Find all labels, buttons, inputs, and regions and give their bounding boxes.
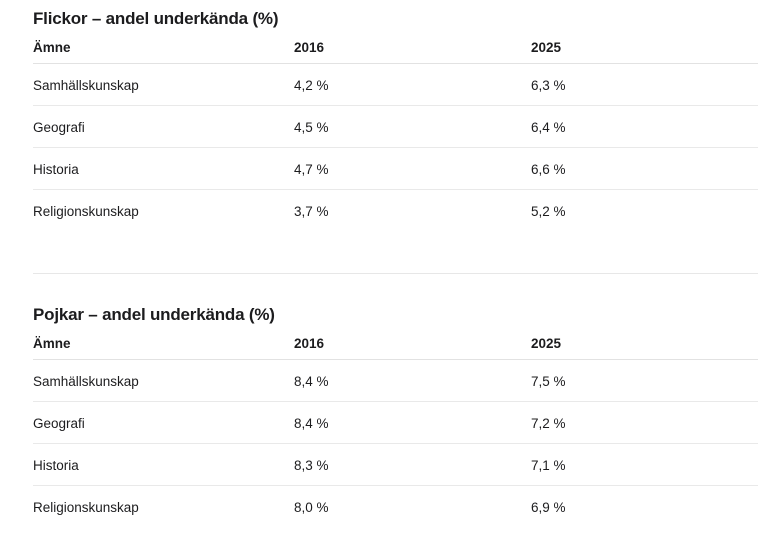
pojkar-column-header-2016: 2016 [294,335,531,360]
value-2025-cell: 6,3 % [531,63,758,106]
value-2016-cell: 3,7 % [294,204,329,219]
value-2016-cell: 8,0 % [294,500,329,515]
value-2016-cell: 4,2 % [294,63,531,106]
pojkar-table: Ämne 2016 2025 Samhällskunskap 8,4 % 7,5… [33,335,758,527]
value-2016-cell: 4,7 % [294,147,531,190]
table-row: Historia 8,3 % 7,1 % [33,443,758,486]
subject-cell: Geografi [33,401,294,444]
table-row: Historia 4,7 % 6,6 % [33,147,758,190]
subject-cell: Samhällskunskap [33,359,294,402]
subject-cell: Historia [33,147,294,190]
table-row: Religionskunskap 3,7 % 5,2 % [33,190,758,232]
value-2016-cell: 8,4 % [294,401,531,444]
flickor-section-title: Flickor – andel underkända (%) [33,9,279,28]
section-pojkar: Pojkar – andel underkända (%) Ämne 2016 … [33,304,758,527]
subject-cell: Religionskunskap [33,204,139,219]
value-2025-cell: 6,6 % [531,147,758,190]
subject-cell: Samhällskunskap [33,63,294,106]
subject-cell: Geografi [33,105,294,148]
section-flickor: Flickor – andel underkända (%) Ämne 2016… [33,8,758,231]
subject-cell: Historia [33,443,294,486]
table-row: Religionskunskap 8,0 % 6,9 % [33,486,758,528]
flickor-column-header-2025: 2025 [531,39,758,64]
pojkar-header-row: Ämne 2016 2025 [33,335,758,360]
table-row: Samhällskunskap 4,2 % 6,3 % [33,63,758,106]
value-2025-cell: 6,9 % [531,500,566,515]
flickor-header-row: Ämne 2016 2025 [33,39,758,64]
table-row: Geografi 8,4 % 7,2 % [33,401,758,444]
table-row: Geografi 4,5 % 6,4 % [33,105,758,148]
flickor-table: Ämne 2016 2025 Samhällskunskap 4,2 % 6,3… [33,39,758,231]
table-row: Samhällskunskap 8,4 % 7,5 % [33,359,758,402]
pojkar-column-header-amne: Ämne [33,335,294,360]
pojkar-section-title: Pojkar – andel underkända (%) [33,305,275,324]
value-2025-cell: 7,5 % [531,359,758,402]
value-2016-cell: 8,4 % [294,359,531,402]
value-2016-cell: 4,5 % [294,105,531,148]
flickor-column-header-2016: 2016 [294,39,531,64]
pojkar-column-header-2025: 2025 [531,335,758,360]
section-divider [33,273,758,274]
value-2025-cell: 5,2 % [531,204,566,219]
value-2016-cell: 8,3 % [294,443,531,486]
value-2025-cell: 7,1 % [531,443,758,486]
flickor-column-header-amne: Ämne [33,39,294,64]
value-2025-cell: 7,2 % [531,401,758,444]
subject-cell: Religionskunskap [33,500,139,515]
value-2025-cell: 6,4 % [531,105,758,148]
